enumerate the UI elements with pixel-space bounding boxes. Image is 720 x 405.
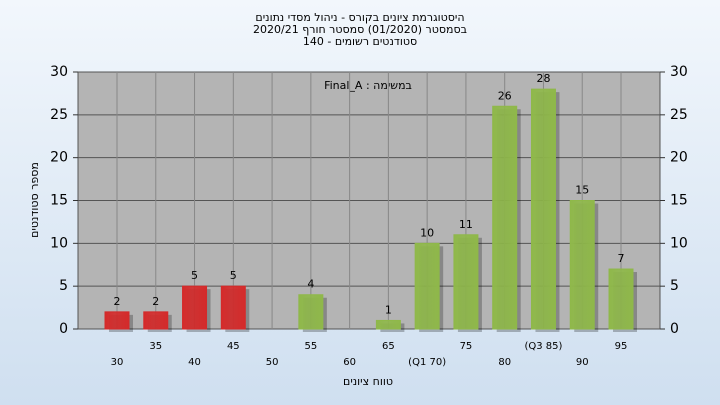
data-label: 2	[152, 295, 159, 308]
y2-tick-label: 5	[670, 278, 679, 294]
bar	[414, 242, 440, 330]
data-label: 1	[385, 303, 392, 316]
bar	[569, 200, 595, 330]
y2-tick-label: 20	[670, 150, 688, 166]
data-label: 4	[307, 278, 314, 291]
y2-tick-label: 25	[670, 107, 688, 123]
x-axis-label: טווח ציונים	[343, 375, 393, 388]
data-label: 5	[191, 269, 198, 282]
x-tick-label: 55	[304, 341, 317, 352]
data-label: 7	[618, 252, 625, 265]
bar	[182, 285, 208, 330]
x-tick-label: 60	[343, 357, 356, 368]
x-tick-label: 90	[576, 357, 589, 368]
data-label: 26	[498, 89, 512, 102]
x-tick-label: 95	[615, 341, 628, 352]
y-tick-label: 0	[59, 321, 68, 337]
x-tick-label: 40	[188, 357, 201, 368]
bar	[298, 294, 324, 330]
x-tick-label: (Q1 70)	[408, 357, 446, 368]
chart-subtitle: בסמסטר (01/2020) סמסטר חורף 2020/21	[253, 23, 467, 36]
data-label: 28	[536, 72, 550, 85]
data-label: 11	[459, 218, 473, 231]
y-axis-label: מספר סטודנטים	[28, 162, 41, 238]
data-label: 15	[575, 184, 589, 197]
bar	[220, 285, 246, 330]
chart-title: היסטוגרמת ציונים בקורס - ניהול מסדי נתונ…	[255, 11, 464, 24]
x-tick-label: 45	[227, 341, 240, 352]
bar	[608, 268, 634, 330]
x-tick-label: 35	[149, 341, 162, 352]
y2-tick-label: 15	[670, 193, 688, 209]
x-tick-label: 65	[382, 341, 395, 352]
y2-tick-label: 10	[670, 235, 688, 251]
y-tick-label: 5	[59, 278, 68, 294]
y-tick-label: 25	[50, 107, 68, 123]
bar	[530, 88, 556, 330]
bar	[453, 234, 479, 330]
y-tick-label: 30	[50, 64, 68, 80]
annotation: במשימה : Final_A	[324, 79, 412, 92]
x-tick-label: 30	[111, 357, 124, 368]
bar	[492, 105, 518, 330]
chart-subtitle: סטודנטים רשומים - 140	[303, 35, 417, 48]
y-tick-label: 20	[50, 150, 68, 166]
bar	[375, 319, 401, 330]
y2-tick-label: 0	[670, 321, 679, 337]
data-label: 5	[230, 269, 237, 282]
bar	[104, 311, 130, 330]
bar	[143, 311, 169, 330]
x-tick-label: (Q3 85)	[524, 341, 562, 352]
x-tick-label: 75	[460, 341, 473, 352]
data-label: 2	[114, 295, 121, 308]
x-tick-label: 80	[498, 357, 511, 368]
y-tick-label: 15	[50, 193, 68, 209]
data-label: 10	[420, 226, 434, 239]
y-tick-label: 10	[50, 235, 68, 251]
y2-tick-label: 30	[670, 64, 688, 80]
x-tick-label: 50	[266, 357, 279, 368]
